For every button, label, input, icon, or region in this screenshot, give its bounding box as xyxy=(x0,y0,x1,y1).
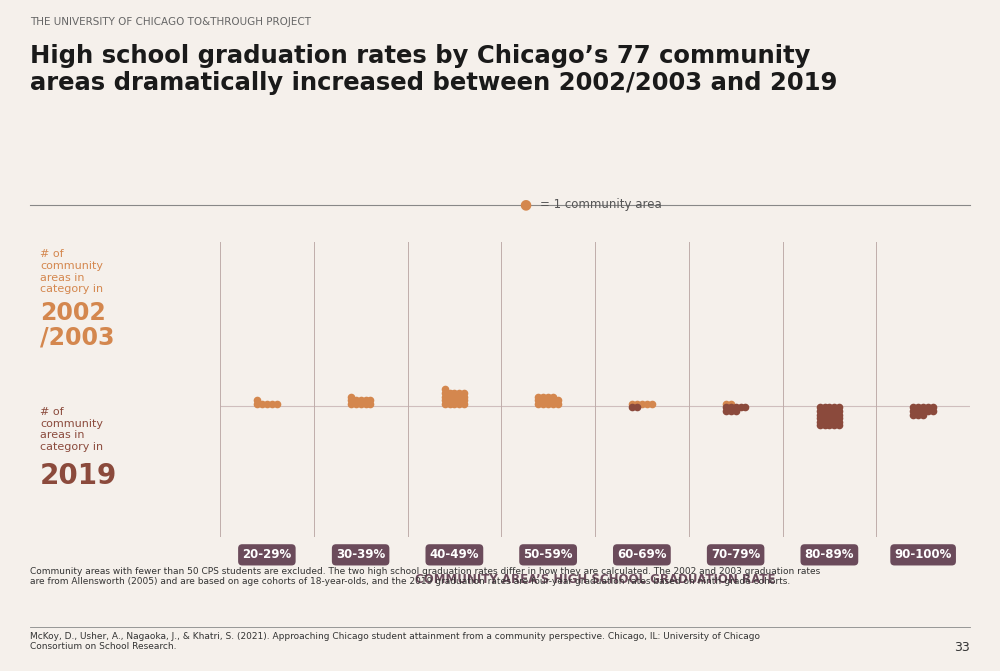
Text: # of
community
areas in
category in: # of community areas in category in xyxy=(40,250,103,294)
Text: 20-29%: 20-29% xyxy=(242,548,292,562)
Text: COMMUNITY AREA’S HIGH SCHOOL GRADUATION RATE: COMMUNITY AREA’S HIGH SCHOOL GRADUATION … xyxy=(415,573,775,586)
Text: 2002
/2003: 2002 /2003 xyxy=(40,301,114,350)
Text: High school graduation rates by Chicago’s 77 community
areas dramatically increa: High school graduation rates by Chicago’… xyxy=(30,44,837,95)
Text: Community areas with fewer than 50 CPS students are excluded. The two high schoo: Community areas with fewer than 50 CPS s… xyxy=(30,567,820,586)
Text: 30-39%: 30-39% xyxy=(336,548,385,562)
Text: 33: 33 xyxy=(954,641,970,654)
Text: 60-69%: 60-69% xyxy=(617,548,667,562)
Text: = 1 community area: = 1 community area xyxy=(540,198,662,211)
Text: THE UNIVERSITY OF CHICAGO TO&THROUGH PROJECT: THE UNIVERSITY OF CHICAGO TO&THROUGH PRO… xyxy=(30,17,311,27)
Text: 2019: 2019 xyxy=(40,462,117,491)
Text: 70-79%: 70-79% xyxy=(711,548,760,562)
Text: # of
community
areas in
category in: # of community areas in category in xyxy=(40,407,103,452)
Text: 50-59%: 50-59% xyxy=(523,548,573,562)
Text: ●: ● xyxy=(519,198,531,211)
Text: 40-49%: 40-49% xyxy=(430,548,479,562)
Text: 90-100%: 90-100% xyxy=(894,548,952,562)
Text: 80-89%: 80-89% xyxy=(805,548,854,562)
Text: McKoy, D., Usher, A., Nagaoka, J., & Khatri, S. (2021). Approaching Chicago stud: McKoy, D., Usher, A., Nagaoka, J., & Kha… xyxy=(30,632,760,652)
